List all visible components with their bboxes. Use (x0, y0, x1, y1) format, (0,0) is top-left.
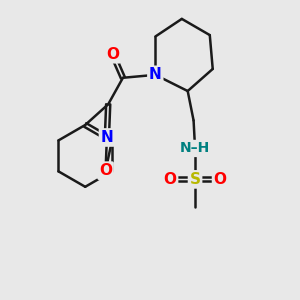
Text: S: S (190, 172, 201, 187)
Text: N: N (149, 67, 162, 82)
Text: N–H: N–H (180, 142, 210, 155)
Text: O: O (214, 172, 226, 187)
Text: O: O (164, 172, 176, 187)
Text: N: N (100, 130, 113, 145)
Text: O: O (99, 163, 112, 178)
Text: O: O (106, 47, 119, 62)
